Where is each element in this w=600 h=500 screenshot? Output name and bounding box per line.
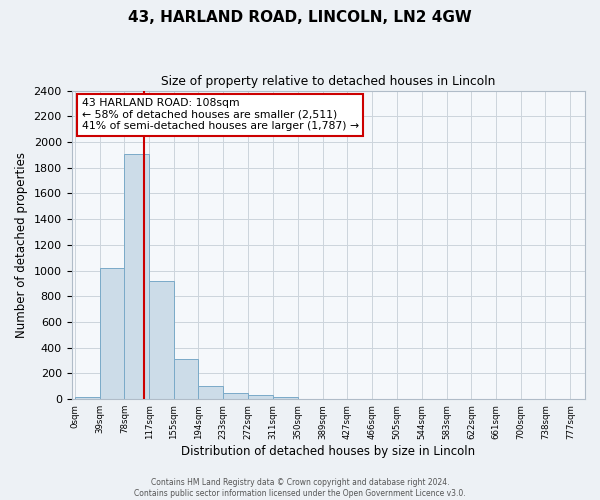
Bar: [199, 386, 223, 399]
Bar: [223, 393, 248, 399]
Text: 43, HARLAND ROAD, LINCOLN, LN2 4GW: 43, HARLAND ROAD, LINCOLN, LN2 4GW: [128, 10, 472, 25]
Bar: [173, 358, 199, 399]
Text: 43 HARLAND ROAD: 108sqm
← 58% of detached houses are smaller (2,511)
41% of semi: 43 HARLAND ROAD: 108sqm ← 58% of detache…: [82, 98, 359, 132]
Y-axis label: Number of detached properties: Number of detached properties: [15, 152, 28, 338]
Bar: [248, 394, 273, 399]
Text: Contains HM Land Registry data © Crown copyright and database right 2024.
Contai: Contains HM Land Registry data © Crown c…: [134, 478, 466, 498]
Title: Size of property relative to detached houses in Lincoln: Size of property relative to detached ho…: [161, 75, 496, 88]
Bar: [149, 281, 174, 399]
X-axis label: Distribution of detached houses by size in Lincoln: Distribution of detached houses by size …: [181, 444, 475, 458]
Bar: [273, 396, 298, 399]
Bar: [100, 268, 124, 399]
Bar: [124, 154, 149, 399]
Bar: [75, 396, 100, 399]
